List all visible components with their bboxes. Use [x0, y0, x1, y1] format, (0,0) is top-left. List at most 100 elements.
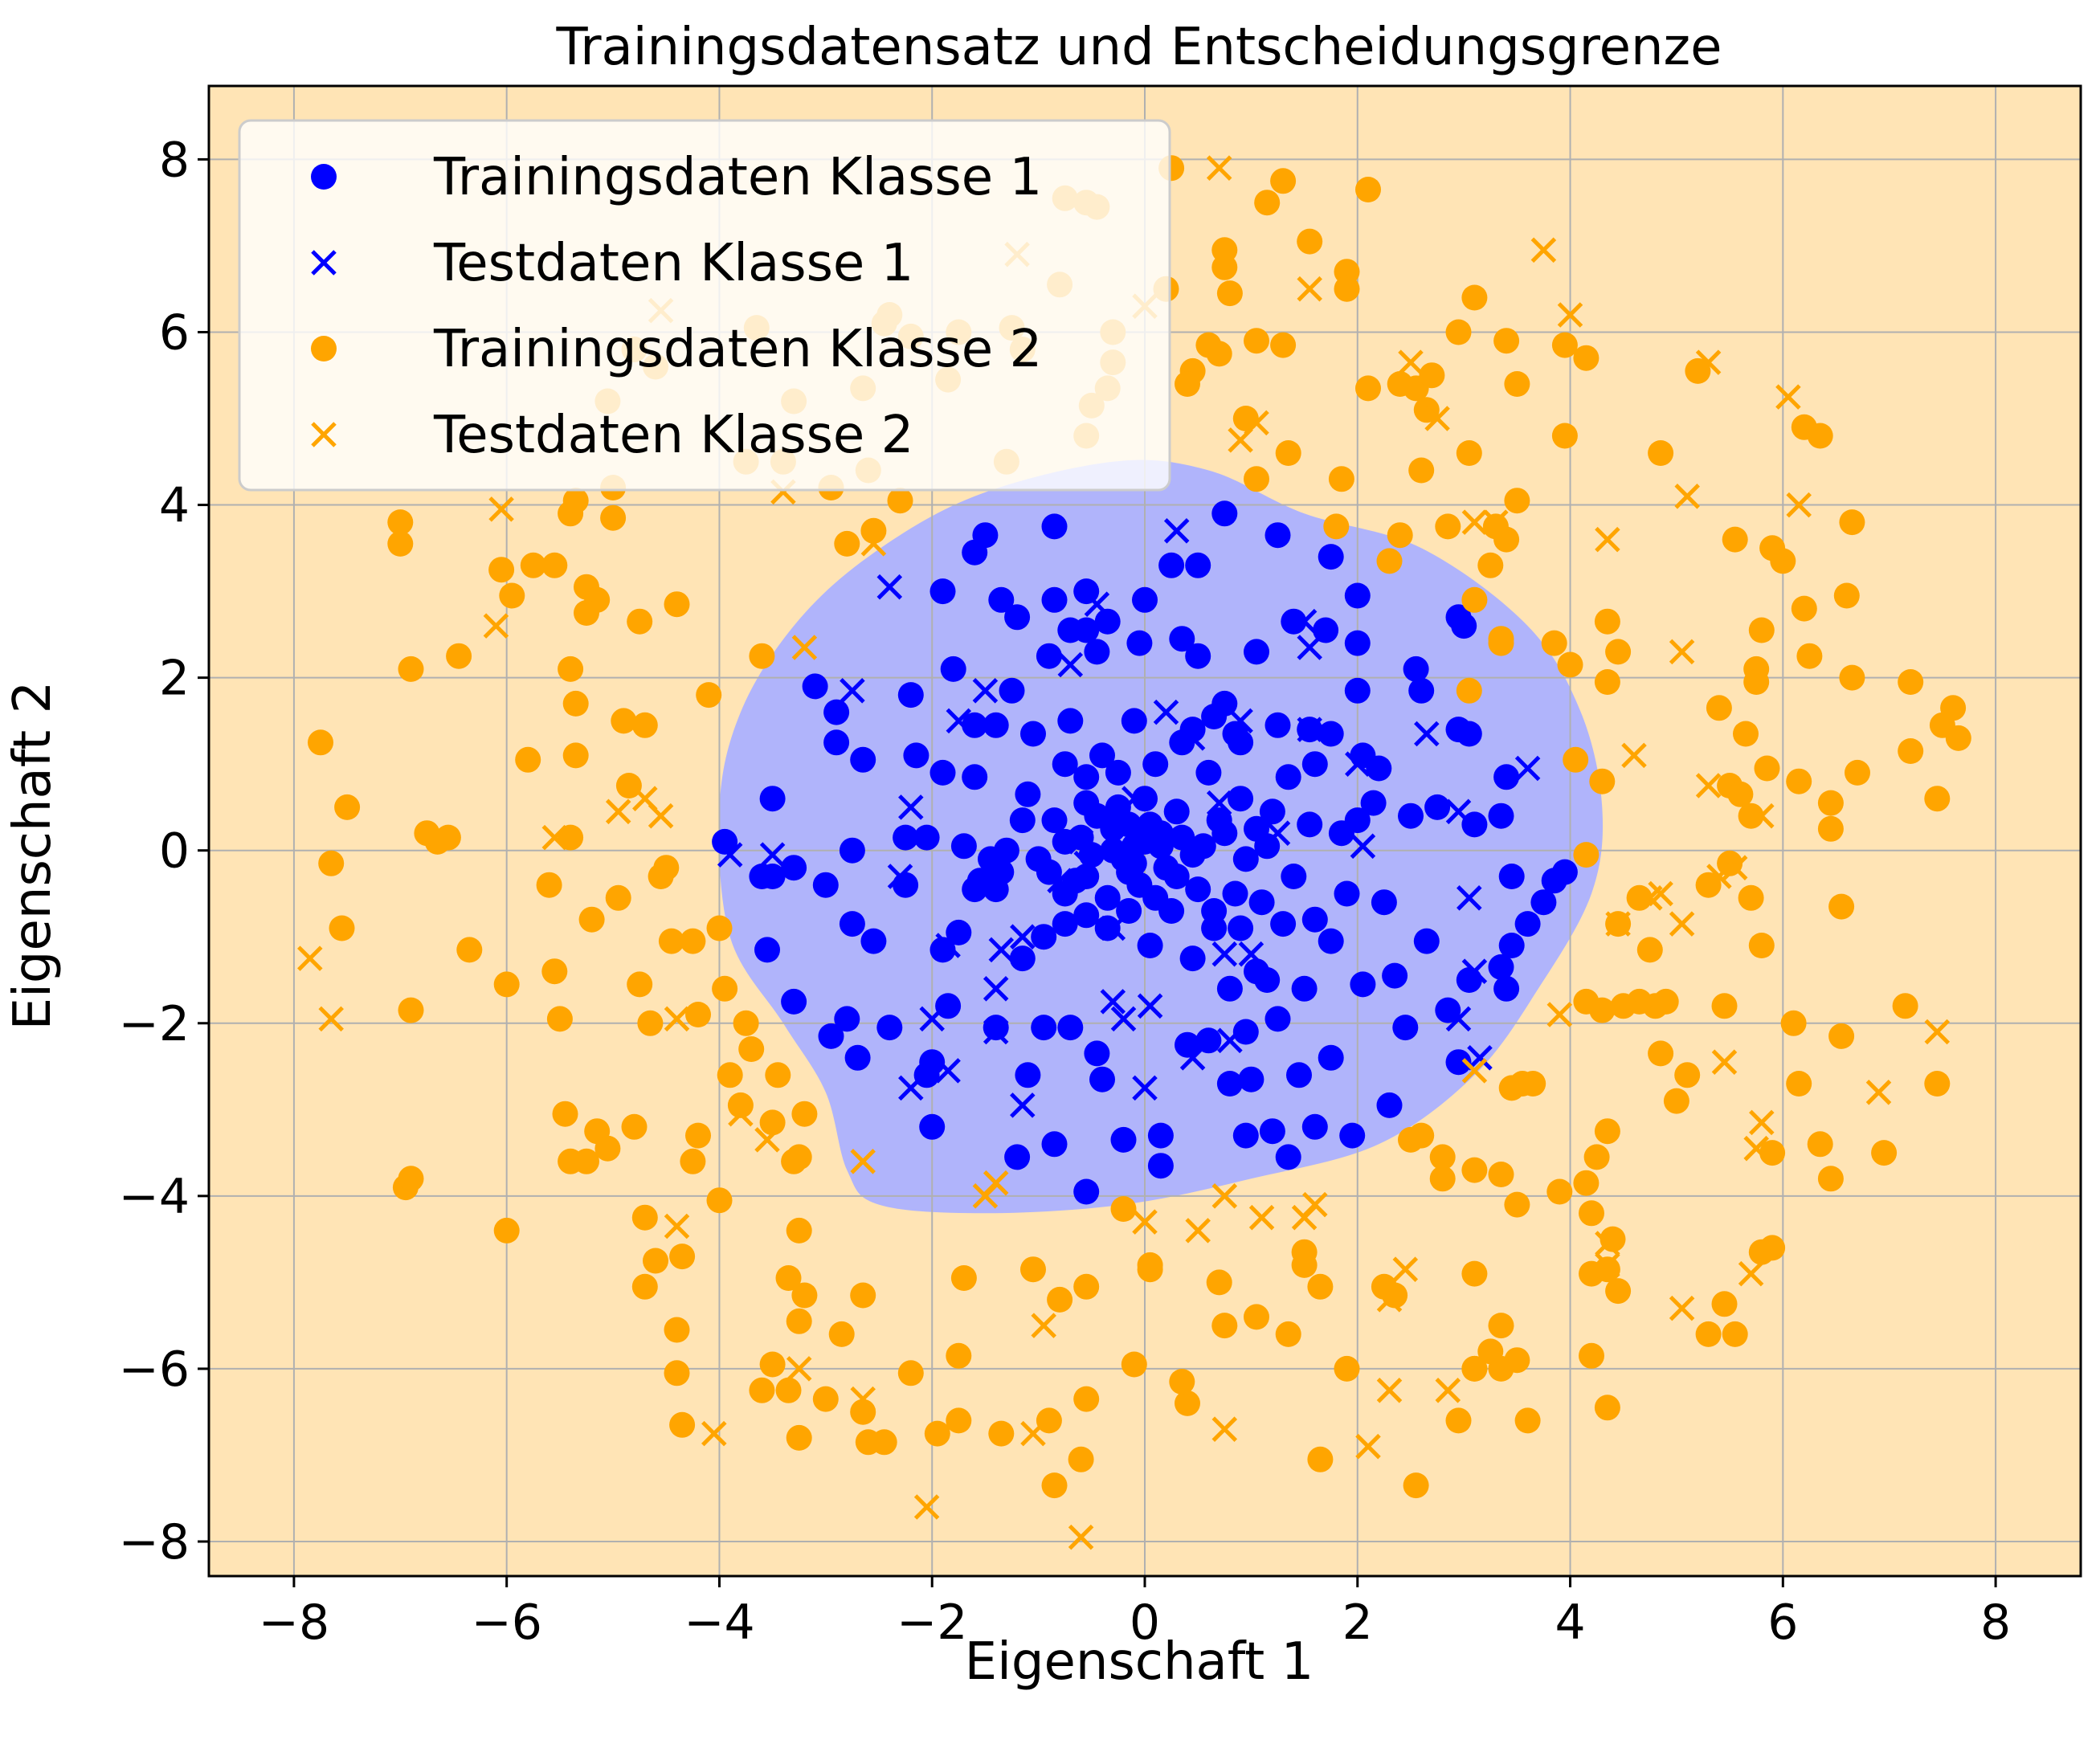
data-point — [812, 1386, 839, 1412]
data-point — [1382, 962, 1408, 989]
data-point — [1605, 1278, 1632, 1305]
data-point — [1807, 1131, 1833, 1158]
series-1 — [712, 500, 1578, 1205]
data-point — [1344, 677, 1371, 704]
y-tick-label: −2 — [119, 996, 190, 1052]
x-tick-label: 8 — [1980, 1595, 2011, 1651]
x-axis-label: Eigenschaft 1 — [965, 1632, 1314, 1692]
data-point — [1009, 945, 1036, 972]
data-point — [1595, 1252, 1620, 1278]
data-point — [1648, 1040, 1674, 1067]
data-point — [1551, 859, 1578, 885]
data-point — [1010, 1092, 1036, 1118]
data-point — [1408, 677, 1435, 704]
data-point — [456, 937, 483, 963]
data-point — [1557, 302, 1583, 328]
data-point — [1010, 924, 1036, 950]
x-tick-label: 6 — [1767, 1595, 1798, 1651]
data-point — [1201, 898, 1228, 924]
data-point — [1041, 586, 1068, 613]
data-point — [1057, 617, 1084, 643]
data-point — [929, 759, 956, 786]
data-point — [1264, 820, 1291, 846]
data-point — [1345, 751, 1371, 777]
data-point — [1211, 254, 1238, 280]
data-points — [297, 155, 1971, 1550]
data-point — [318, 1006, 344, 1032]
data-point — [855, 1429, 881, 1456]
data-point — [1318, 721, 1344, 747]
data-point — [558, 655, 584, 682]
data-point — [1461, 586, 1488, 613]
data-point — [940, 655, 966, 682]
data-point — [1110, 1006, 1137, 1032]
data-point — [1563, 746, 1589, 773]
data-point — [1488, 954, 1514, 980]
data-point — [1062, 868, 1089, 894]
data-point — [685, 1122, 711, 1149]
data-point — [1142, 884, 1169, 911]
data-point — [1179, 725, 1206, 751]
y-axis-label: Eigenschaft 2 — [3, 681, 63, 1031]
chart-title: Trainingsdatensatz und Entscheidungsgren… — [556, 18, 1722, 77]
data-point — [1817, 790, 1844, 816]
data-point — [1498, 1075, 1525, 1101]
data-point — [1222, 880, 1248, 907]
data-point — [1839, 509, 1865, 536]
data-point — [1461, 811, 1488, 838]
data-point — [1722, 855, 1748, 880]
data-point — [1132, 1209, 1158, 1235]
data-point — [1147, 820, 1174, 847]
data-point — [574, 600, 599, 626]
data-point — [1355, 1433, 1381, 1460]
data-point — [1232, 846, 1259, 872]
x-tick-label: 4 — [1555, 1595, 1585, 1651]
data-point — [983, 1019, 1009, 1045]
data-point — [999, 677, 1025, 704]
data-point — [1663, 1088, 1689, 1114]
x-tick-label: −4 — [684, 1595, 754, 1651]
data-point — [935, 933, 961, 958]
data-point — [1445, 319, 1472, 345]
data-point — [1047, 1286, 1073, 1313]
data-point — [1594, 1256, 1620, 1283]
data-point — [759, 842, 786, 868]
data-point — [541, 552, 568, 578]
data-point — [1073, 1386, 1100, 1412]
data-point — [1318, 544, 1344, 570]
data-point — [1865, 1080, 1892, 1105]
data-point — [754, 937, 780, 963]
data-point — [1206, 807, 1232, 834]
data-point — [1121, 1351, 1147, 1378]
legend: Trainingsdaten Klasse 1 Testdaten Klasse… — [238, 119, 1171, 492]
data-point — [1344, 630, 1371, 656]
data-point — [1084, 639, 1110, 665]
data-point — [919, 1006, 945, 1032]
data-point — [935, 1058, 961, 1084]
data-point — [765, 1062, 791, 1088]
data-point — [1493, 764, 1520, 790]
data-point — [887, 488, 913, 514]
data-point — [988, 586, 1015, 613]
data-point — [1175, 1031, 1200, 1058]
data-point — [446, 643, 472, 669]
data-point — [1610, 993, 1636, 1019]
data-point — [1163, 798, 1190, 825]
data-point — [631, 1204, 658, 1231]
data-point — [1403, 1472, 1429, 1499]
data-point — [1228, 708, 1253, 734]
data-point — [627, 608, 653, 635]
data-point — [1084, 591, 1110, 617]
data-point — [1211, 1183, 1238, 1209]
data-point — [1020, 1256, 1046, 1283]
data-point — [1206, 155, 1232, 181]
data-point — [823, 699, 850, 725]
data-point — [1307, 1446, 1334, 1472]
data-point — [1105, 759, 1131, 786]
data-point — [1244, 410, 1269, 436]
data-point — [1445, 1006, 1472, 1032]
data-point — [1094, 915, 1121, 941]
data-point — [839, 911, 865, 937]
data-point — [1892, 993, 1918, 1019]
data-point — [1748, 933, 1775, 958]
